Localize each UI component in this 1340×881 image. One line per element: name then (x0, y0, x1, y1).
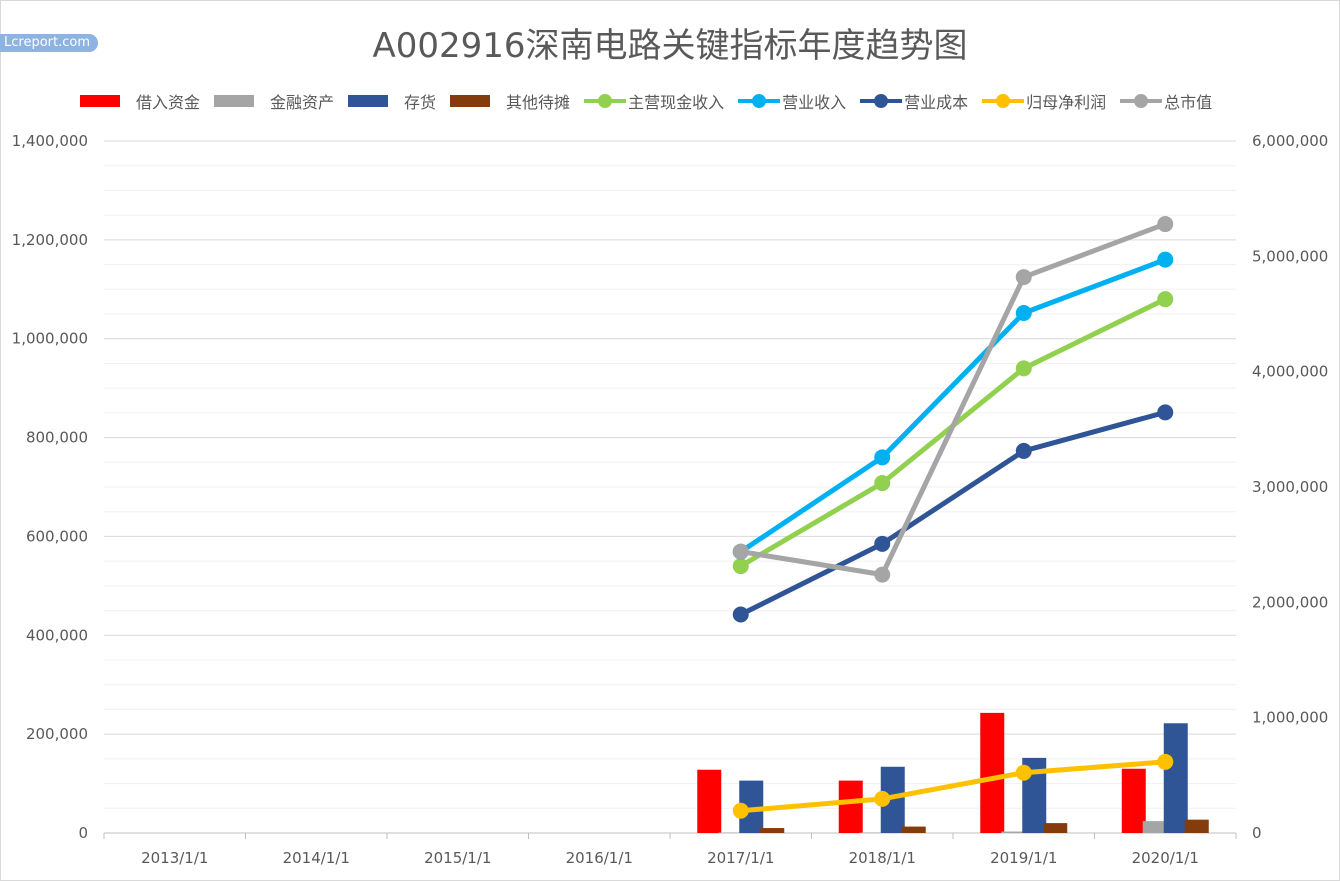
bar (718, 832, 743, 834)
data-point (1157, 291, 1174, 308)
x-tick-label: 2019/1/1 (990, 849, 1057, 867)
legend-label: 营业收入 (782, 93, 847, 112)
data-point (732, 802, 749, 819)
legend-label: 其他待摊 (506, 93, 571, 112)
x-tick-label: 2013/1/1 (141, 849, 208, 867)
legend-swatch (982, 94, 1025, 108)
legend-item-net-profit: 归母净利润 (982, 89, 1106, 113)
legend-label: 借入资金 (136, 93, 201, 112)
legend-label: 归母净利润 (1026, 93, 1107, 112)
legend-label: 营业成本 (904, 93, 969, 112)
y-left-tick-label: 0 (78, 824, 88, 842)
bar (760, 828, 785, 833)
bar (980, 712, 1005, 833)
bar (1043, 823, 1068, 833)
y-right-tick-label: 5,000,000 (1252, 247, 1328, 265)
data-point (874, 790, 891, 807)
data-point (1157, 251, 1174, 268)
legend-label: 主营现金收入 (628, 93, 725, 112)
legend-label: 存货 (404, 93, 437, 112)
bar-marks (697, 712, 1209, 834)
bar (901, 826, 926, 833)
data-point (732, 606, 749, 623)
legend-item-market-cap: 总市值 (1120, 89, 1212, 113)
data-point (1157, 216, 1174, 233)
x-tick-label: 2017/1/1 (707, 849, 774, 867)
y-right-tick-label: 3,000,000 (1252, 478, 1328, 496)
y-left-tick-label: 400,000 (26, 626, 88, 644)
bar (1184, 819, 1209, 833)
data-point (1157, 753, 1174, 770)
series-line (740, 759, 1166, 814)
y-left-tick-label: 1,000,000 (12, 330, 88, 348)
data-point (874, 449, 891, 466)
legend-item-main-cash-income: 主营现金收入 (584, 89, 724, 113)
legend-swatch (348, 95, 389, 107)
bar (1001, 831, 1026, 833)
data-point (732, 543, 749, 560)
legend-item-borrowed-funds: 借入资金 (80, 89, 200, 113)
data-point (1015, 305, 1032, 322)
legend-swatch (860, 94, 903, 108)
bar (1163, 723, 1188, 833)
legend-item-other-deferred: 其他待摊 (450, 89, 570, 113)
legend-swatch (450, 95, 491, 107)
bar (838, 780, 863, 833)
y-right-tick-label: 6,000,000 (1252, 132, 1328, 150)
legend-item-operating-cost: 营业成本 (860, 89, 968, 113)
y-right-tick-label: 0 (1252, 824, 1262, 842)
line-marks (732, 216, 1174, 819)
data-point (874, 475, 891, 492)
y-left-tick-label: 1,400,000 (12, 132, 88, 150)
x-tick-label: 2016/1/1 (566, 849, 633, 867)
data-point (874, 535, 891, 552)
axes (103, 832, 1237, 839)
legend-swatch (584, 94, 627, 108)
legend-swatch (1120, 94, 1163, 108)
data-point (1015, 442, 1032, 459)
x-tick-label: 2018/1/1 (849, 849, 916, 867)
series-line (740, 221, 1167, 578)
data-point (1015, 269, 1032, 286)
x-tick-label: 2014/1/1 (283, 849, 350, 867)
data-point (1157, 404, 1174, 421)
y-left-tick-label: 600,000 (26, 527, 88, 545)
data-point (732, 558, 749, 575)
y-right-tick-label: 2,000,000 (1252, 593, 1328, 611)
watermark-badge: Lcreport.com (0, 34, 98, 52)
legend-swatch (214, 95, 255, 107)
x-tick-label: 2020/1/1 (1132, 849, 1199, 867)
legend-swatch (80, 95, 120, 107)
tick-labels: 0 200,000 400,000 600,000 800,000 1,000,000 1,… (12, 132, 1329, 867)
bar (1121, 768, 1146, 833)
bar (1142, 821, 1167, 833)
y-left-tick-label: 1,200,000 (12, 231, 88, 249)
legend-item-inventory: 存货 (348, 89, 436, 113)
bar (859, 832, 884, 834)
legend-swatch (738, 94, 781, 108)
series-line (739, 257, 1167, 554)
data-point (1015, 764, 1032, 781)
y-right-tick-label: 1,000,000 (1252, 709, 1328, 727)
y-right-tick-label: 4,000,000 (1252, 363, 1328, 381)
y-left-tick-label: 800,000 (26, 429, 88, 447)
legend-label: 金融资产 (270, 93, 335, 112)
series-line (739, 409, 1166, 617)
legend-label: 总市值 (1164, 93, 1213, 112)
x-tick-label: 2015/1/1 (424, 849, 491, 867)
data-point (874, 566, 891, 583)
legend: 借入资金 金融资产 存货 其他待摊 主营现金收入 营业收入 营业成本 归母净利润… (80, 88, 1280, 114)
legend-item-revenue: 营业收入 (738, 89, 846, 113)
chart-title: A002916深南电路关键指标年度趋势图 (372, 26, 968, 66)
legend-item-financial-assets: 金融资产 (214, 89, 334, 113)
gridlines (104, 140, 1236, 809)
y-left-tick-label: 200,000 (26, 725, 88, 743)
data-point (1015, 360, 1032, 377)
bar (697, 769, 722, 833)
